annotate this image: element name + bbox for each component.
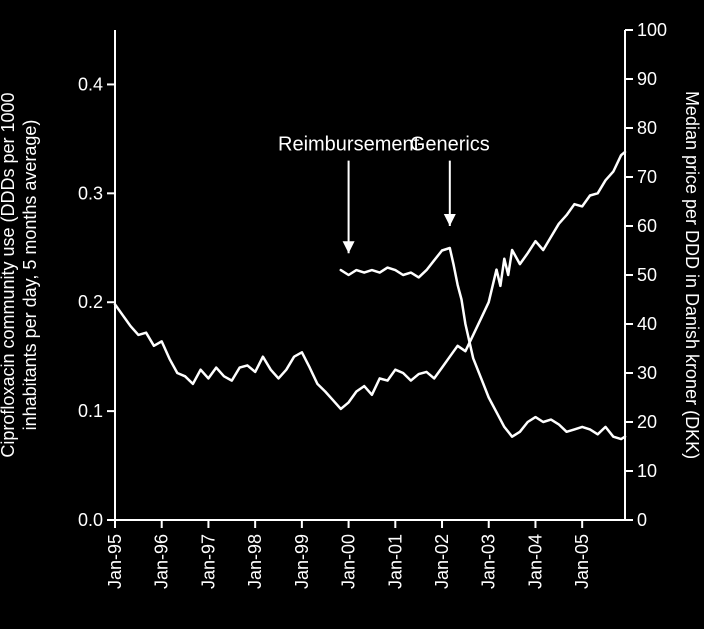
x-tick-label: Jan-02 xyxy=(432,534,452,589)
x-tick-label: Jan-96 xyxy=(152,534,172,589)
right-tick-label: 20 xyxy=(637,412,657,432)
right-axis-label: Median price per DDD in Danish kroner (D… xyxy=(682,91,702,459)
left-tick-label: 0.1 xyxy=(78,401,103,421)
x-tick-label: Jan-99 xyxy=(292,534,312,589)
annotation-label: Generics xyxy=(410,134,490,156)
annotation-label: Reimbursement xyxy=(278,134,420,156)
right-tick-label: 90 xyxy=(637,69,657,89)
right-tick-label: 70 xyxy=(637,167,657,187)
ciprofloxacin-chart: 0.0 0.1 0.2 0.3 0.4 0 10 20 30 40 50 60 70 80 90 100 Jan… xyxy=(0,0,704,629)
left-tick-label: 0.4 xyxy=(78,74,103,94)
right-tick-label: 10 xyxy=(637,461,657,481)
right-tick-label: 0 xyxy=(637,510,647,530)
x-tick-label: Jan-03 xyxy=(479,534,499,589)
left-tick-label: 0.3 xyxy=(78,183,103,203)
arrowhead-icon xyxy=(343,241,355,253)
right-tick-label: 100 xyxy=(637,20,667,40)
series-price xyxy=(341,248,625,439)
arrowhead-icon xyxy=(444,214,456,226)
right-tick-label: 60 xyxy=(637,216,657,236)
left-tick-label: 0.0 xyxy=(78,510,103,530)
right-tick-label: 50 xyxy=(637,265,657,285)
x-tick-label: Jan-00 xyxy=(339,534,359,589)
left-axis-label: Ciprofloxacin community use (DDDs per 10… xyxy=(0,92,40,457)
right-tick-label: 40 xyxy=(637,314,657,334)
right-tick-label: 80 xyxy=(637,118,657,138)
x-tick-label: Jan-98 xyxy=(245,534,265,589)
x-tick-label: Jan-05 xyxy=(572,534,592,589)
x-tick-label: Jan-95 xyxy=(105,534,125,589)
left-tick-label: 0.2 xyxy=(78,292,103,312)
x-tick-label: Jan-01 xyxy=(385,534,405,589)
right-tick-label: 30 xyxy=(637,363,657,383)
x-tick-label: Jan-04 xyxy=(525,534,545,589)
series-use xyxy=(115,152,625,409)
x-tick-label: Jan-97 xyxy=(198,534,218,589)
